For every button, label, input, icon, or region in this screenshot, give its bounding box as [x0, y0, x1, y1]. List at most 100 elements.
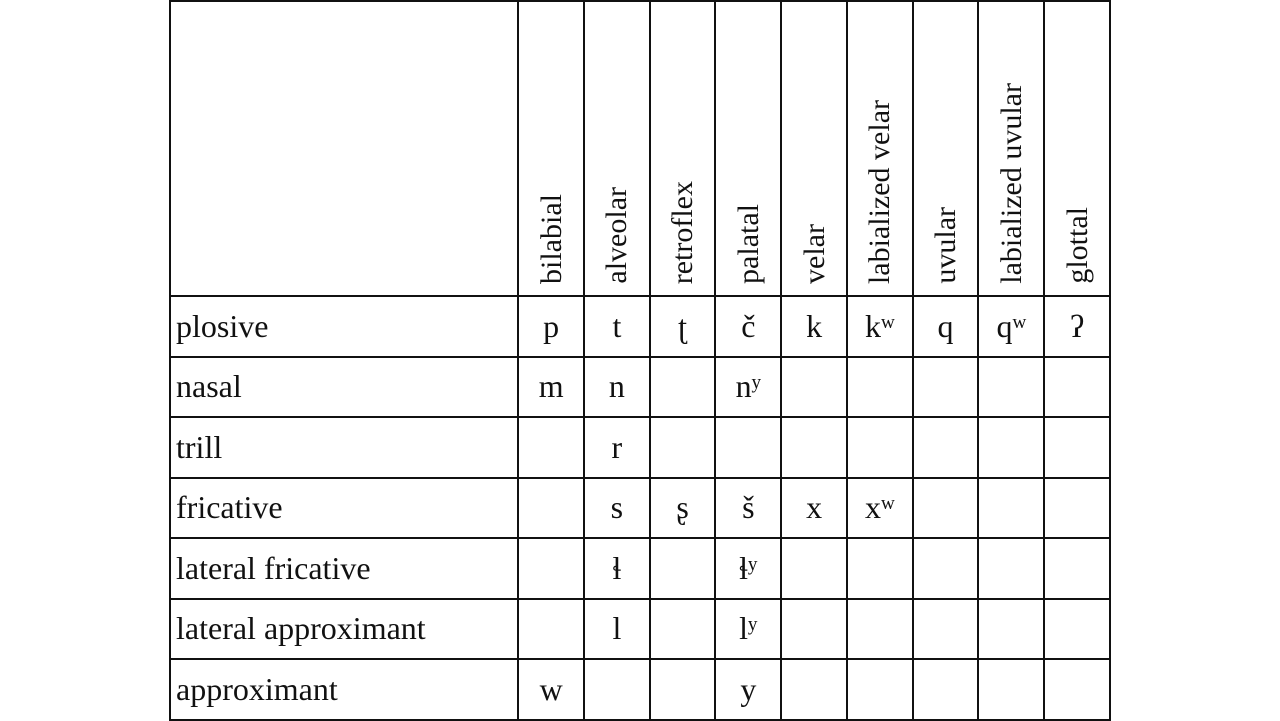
- phoneme-cell: kʷ: [845, 295, 914, 358]
- empty-cell: [1043, 416, 1111, 479]
- phoneme-cell: s: [583, 476, 651, 539]
- column-header: velar: [797, 224, 831, 284]
- phoneme-cell: w: [517, 658, 586, 721]
- phoneme-cell: ɬ: [583, 537, 651, 600]
- column-header: retroflex: [666, 180, 700, 284]
- column-header-cell: glottal: [1043, 0, 1111, 297]
- column-header-cell: bilabial: [517, 0, 586, 297]
- empty-cell: [1043, 658, 1111, 721]
- corner-cell: [168, 0, 520, 297]
- column-header-cell: labialized velar: [845, 0, 914, 297]
- empty-cell: [583, 658, 651, 721]
- table-row: fricative s ʂ š x xʷ: [168, 476, 1111, 539]
- phoneme-cell: ʈ: [648, 295, 717, 358]
- row-label: nasal: [168, 355, 520, 418]
- column-header: bilabial: [534, 194, 568, 284]
- header-row: bilabial alveolar retroflex palatal velar lab…: [168, 0, 1111, 297]
- empty-cell: [517, 476, 586, 539]
- empty-cell: [648, 658, 717, 721]
- empty-cell: [845, 416, 914, 479]
- column-header-cell: uvular: [911, 0, 980, 297]
- empty-cell: [780, 537, 848, 600]
- empty-cell: [648, 597, 717, 660]
- empty-cell: [911, 416, 980, 479]
- phoneme-cell: č: [714, 295, 783, 358]
- empty-cell: [1043, 537, 1111, 600]
- table-row: approximant w y: [168, 658, 1111, 721]
- empty-cell: [845, 537, 914, 600]
- phoneme-cell: xʷ: [845, 476, 914, 539]
- phoneme-cell: m: [517, 355, 586, 418]
- column-header: palatal: [731, 204, 765, 284]
- table-row: plosive p t ʈ č k kʷ q qʷ ʔ: [168, 295, 1111, 358]
- empty-cell: [1043, 355, 1111, 418]
- empty-cell: [845, 355, 914, 418]
- row-label: plosive: [168, 295, 520, 358]
- column-header: labialized uvular: [994, 83, 1028, 284]
- empty-cell: [1043, 597, 1111, 660]
- empty-cell: [977, 658, 1046, 721]
- table-row: nasal m n nʸ: [168, 355, 1111, 418]
- column-header-cell: palatal: [714, 0, 783, 297]
- empty-cell: [714, 416, 783, 479]
- empty-cell: [845, 658, 914, 721]
- table-head: bilabial alveolar retroflex palatal velar lab…: [168, 0, 1111, 297]
- phoneme-cell: š: [714, 476, 783, 539]
- consonant-table: bilabial alveolar retroflex palatal velar lab…: [168, 0, 1111, 721]
- column-header: glottal: [1060, 207, 1094, 284]
- table-row: trill r: [168, 416, 1111, 479]
- empty-cell: [648, 416, 717, 479]
- empty-cell: [977, 416, 1046, 479]
- phoneme-cell: lʸ: [714, 597, 783, 660]
- phoneme-cell: nʸ: [714, 355, 783, 418]
- row-label: lateral approximant: [168, 597, 520, 660]
- column-header: labialized velar: [863, 99, 897, 284]
- empty-cell: [780, 355, 848, 418]
- table-row: lateral approximant l lʸ: [168, 597, 1111, 660]
- column-header-cell: labialized uvular: [977, 0, 1046, 297]
- empty-cell: [780, 658, 848, 721]
- phoneme-cell: q: [911, 295, 980, 358]
- empty-cell: [517, 597, 586, 660]
- empty-cell: [648, 537, 717, 600]
- row-label: lateral fricative: [168, 537, 520, 600]
- phoneme-cell: t: [583, 295, 651, 358]
- empty-cell: [517, 416, 586, 479]
- phoneme-cell: l: [583, 597, 651, 660]
- row-label: fricative: [168, 476, 520, 539]
- phoneme-cell: ʂ: [648, 476, 717, 539]
- empty-cell: [911, 597, 980, 660]
- phoneme-cell: ɬʸ: [714, 537, 783, 600]
- phoneme-cell: r: [583, 416, 651, 479]
- column-header-cell: alveolar: [583, 0, 651, 297]
- empty-cell: [1043, 476, 1111, 539]
- phoneme-cell: p: [517, 295, 586, 358]
- empty-cell: [648, 355, 717, 418]
- table-body: plosive p t ʈ č k kʷ q qʷ ʔ nasal m n nʸ trill r fricati…: [168, 295, 1111, 721]
- row-label: trill: [168, 416, 520, 479]
- empty-cell: [911, 537, 980, 600]
- empty-cell: [911, 476, 980, 539]
- empty-cell: [845, 597, 914, 660]
- empty-cell: [780, 597, 848, 660]
- column-header-cell: velar: [780, 0, 848, 297]
- phoneme-cell: qʷ: [977, 295, 1046, 358]
- phoneme-cell: ʔ: [1043, 295, 1111, 358]
- empty-cell: [977, 597, 1046, 660]
- phoneme-cell: x: [780, 476, 848, 539]
- empty-cell: [977, 355, 1046, 418]
- row-label: approximant: [168, 658, 520, 721]
- empty-cell: [977, 537, 1046, 600]
- empty-cell: [517, 537, 586, 600]
- phoneme-cell: k: [780, 295, 848, 358]
- empty-cell: [977, 476, 1046, 539]
- column-header: alveolar: [600, 187, 634, 284]
- empty-cell: [780, 416, 848, 479]
- table-row: lateral fricative ɬ ɬʸ: [168, 537, 1111, 600]
- column-header-cell: retroflex: [648, 0, 717, 297]
- empty-cell: [911, 355, 980, 418]
- phoneme-cell: y: [714, 658, 783, 721]
- empty-cell: [911, 658, 980, 721]
- column-header: uvular: [929, 207, 963, 284]
